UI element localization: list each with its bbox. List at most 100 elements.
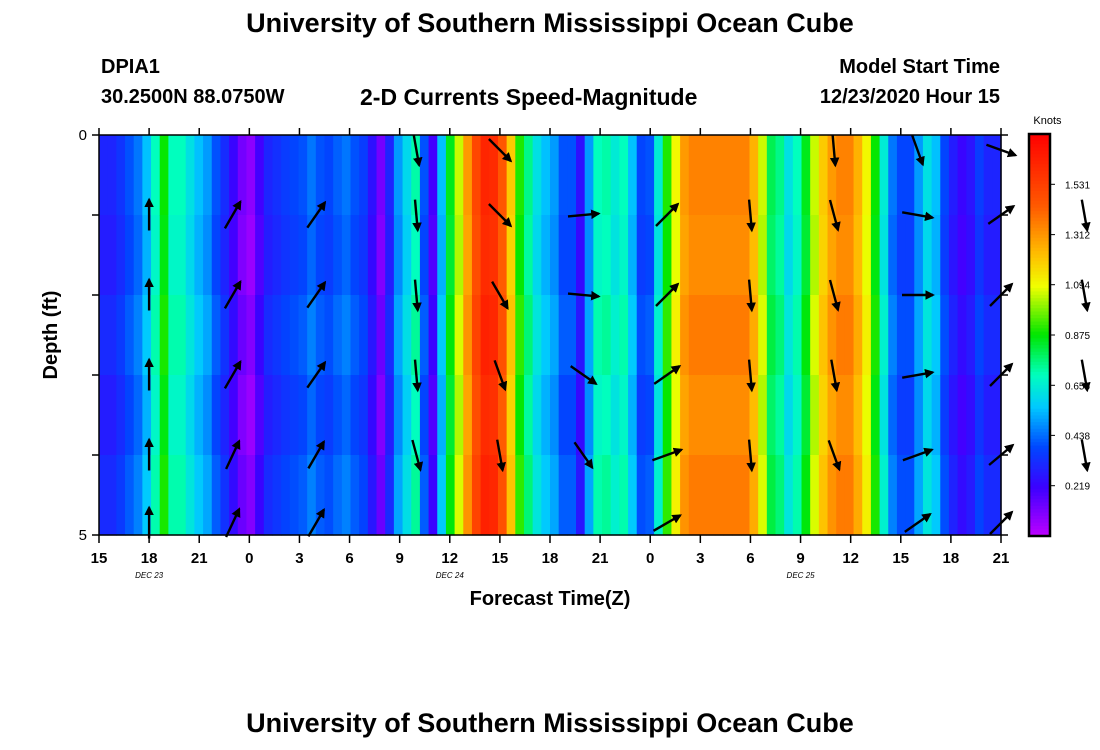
- heat-cell: [350, 455, 360, 536]
- colorbar-swatch: [1029, 197, 1050, 202]
- y-axis: 05: [79, 127, 1008, 544]
- heat-cell: [298, 295, 308, 376]
- heat-cell: [159, 295, 169, 376]
- heat-cell: [888, 135, 898, 216]
- heat-cell: [411, 135, 421, 216]
- heat-cell: [220, 375, 230, 456]
- x-tick-label: 3: [295, 550, 303, 567]
- heat-cell: [836, 455, 846, 536]
- colorbar-tick-label: 0.438: [1065, 431, 1090, 442]
- current-arrow: [223, 359, 242, 390]
- heat-cell: [688, 135, 699, 216]
- heat-cell: [645, 215, 655, 296]
- heat-cell: [940, 215, 950, 296]
- colorbar-swatch: [1029, 140, 1050, 145]
- heat-cell: [732, 295, 742, 376]
- heat-cell: [862, 375, 872, 456]
- heat-cell: [281, 215, 291, 296]
- heat-cell: [749, 215, 759, 296]
- colorbar-swatch: [1029, 492, 1050, 497]
- heat-cell: [775, 375, 785, 456]
- x-tick-label: 18: [943, 550, 960, 567]
- heat-cell: [896, 295, 907, 376]
- heat-cell: [168, 135, 178, 216]
- x-tick-label: 18: [141, 550, 158, 567]
- x-tick-label: 15: [892, 550, 909, 567]
- heat-cell: [957, 295, 967, 376]
- heat-cell: [584, 455, 594, 536]
- heat-cell: [550, 455, 560, 536]
- heat-cell: [419, 295, 430, 376]
- heat-cell: [385, 455, 395, 536]
- colorbar-swatch: [1029, 264, 1050, 269]
- heat-cell: [315, 455, 326, 536]
- heat-cell: [957, 375, 967, 456]
- heat-cell: [532, 135, 542, 216]
- x-tick-label: 0: [646, 550, 654, 567]
- colorbar-swatch: [1029, 442, 1050, 447]
- heat-cell: [888, 375, 898, 456]
- heat-cell: [281, 455, 291, 536]
- heat-cell: [948, 295, 959, 376]
- current-arrow: [567, 290, 601, 301]
- heat-cell: [792, 215, 803, 296]
- heat-cell: [445, 455, 456, 536]
- current-arrow: [573, 441, 594, 470]
- heat-cell: [211, 295, 222, 376]
- colorbar-swatch: [1029, 134, 1050, 138]
- heat-cell: [107, 135, 117, 216]
- heat-cell: [844, 295, 855, 376]
- heat-cell: [801, 375, 811, 456]
- heat-cell: [801, 135, 811, 216]
- colorbar-swatch: [1029, 358, 1050, 363]
- heat-cell: [393, 295, 404, 376]
- heat-cell: [879, 135, 889, 216]
- current-arrow: [412, 279, 422, 313]
- heat-cell: [116, 135, 126, 216]
- colorbar-swatch: [1029, 301, 1050, 306]
- colorbar-swatch: [1029, 164, 1050, 169]
- colorbar-tick-label: 0.656: [1065, 381, 1090, 392]
- heat-cell: [515, 375, 525, 456]
- heat-cell: [888, 215, 898, 296]
- current-arrow: [225, 507, 241, 538]
- colorbar-tick-label: 1.312: [1065, 231, 1090, 242]
- colorbar-swatch: [1029, 489, 1050, 494]
- heat-cell: [870, 295, 881, 376]
- colorbar-swatch: [1029, 190, 1050, 195]
- heat-cell: [376, 295, 386, 376]
- heat-cell: [896, 135, 907, 216]
- heat-cell: [194, 295, 204, 376]
- heat-cell: [497, 455, 508, 536]
- heat-cell: [818, 455, 829, 536]
- colorbar-swatch: [1029, 462, 1050, 467]
- heat-cell: [870, 215, 881, 296]
- x-tick-label: 6: [746, 550, 754, 567]
- heat-cell: [732, 135, 742, 216]
- heat-cell: [879, 215, 889, 296]
- heat-cell: [758, 375, 768, 456]
- heat-cell: [116, 295, 126, 376]
- colorbar-swatch: [1029, 231, 1050, 236]
- y-tick-label: 5: [79, 527, 87, 544]
- heat-cell: [281, 295, 291, 376]
- heat-cell: [593, 375, 603, 456]
- x-tick-label: 12: [441, 550, 458, 567]
- heat-cell: [341, 215, 352, 296]
- heat-cell: [385, 375, 395, 456]
- heat-cell: [133, 455, 143, 536]
- heat-cell: [315, 295, 326, 376]
- heat-cell: [298, 215, 308, 296]
- colorbar-swatch: [1029, 385, 1050, 390]
- heat-cell: [905, 295, 915, 376]
- heat-cell: [576, 455, 586, 536]
- colorbar-swatch: [1029, 311, 1050, 316]
- heat-cell: [792, 135, 803, 216]
- heat-cell: [151, 135, 161, 216]
- heat-cell: [628, 215, 638, 296]
- current-arrow: [223, 199, 242, 230]
- heat-cell: [914, 375, 924, 456]
- heat-cell: [758, 455, 768, 536]
- colorbar-swatch: [1029, 341, 1050, 346]
